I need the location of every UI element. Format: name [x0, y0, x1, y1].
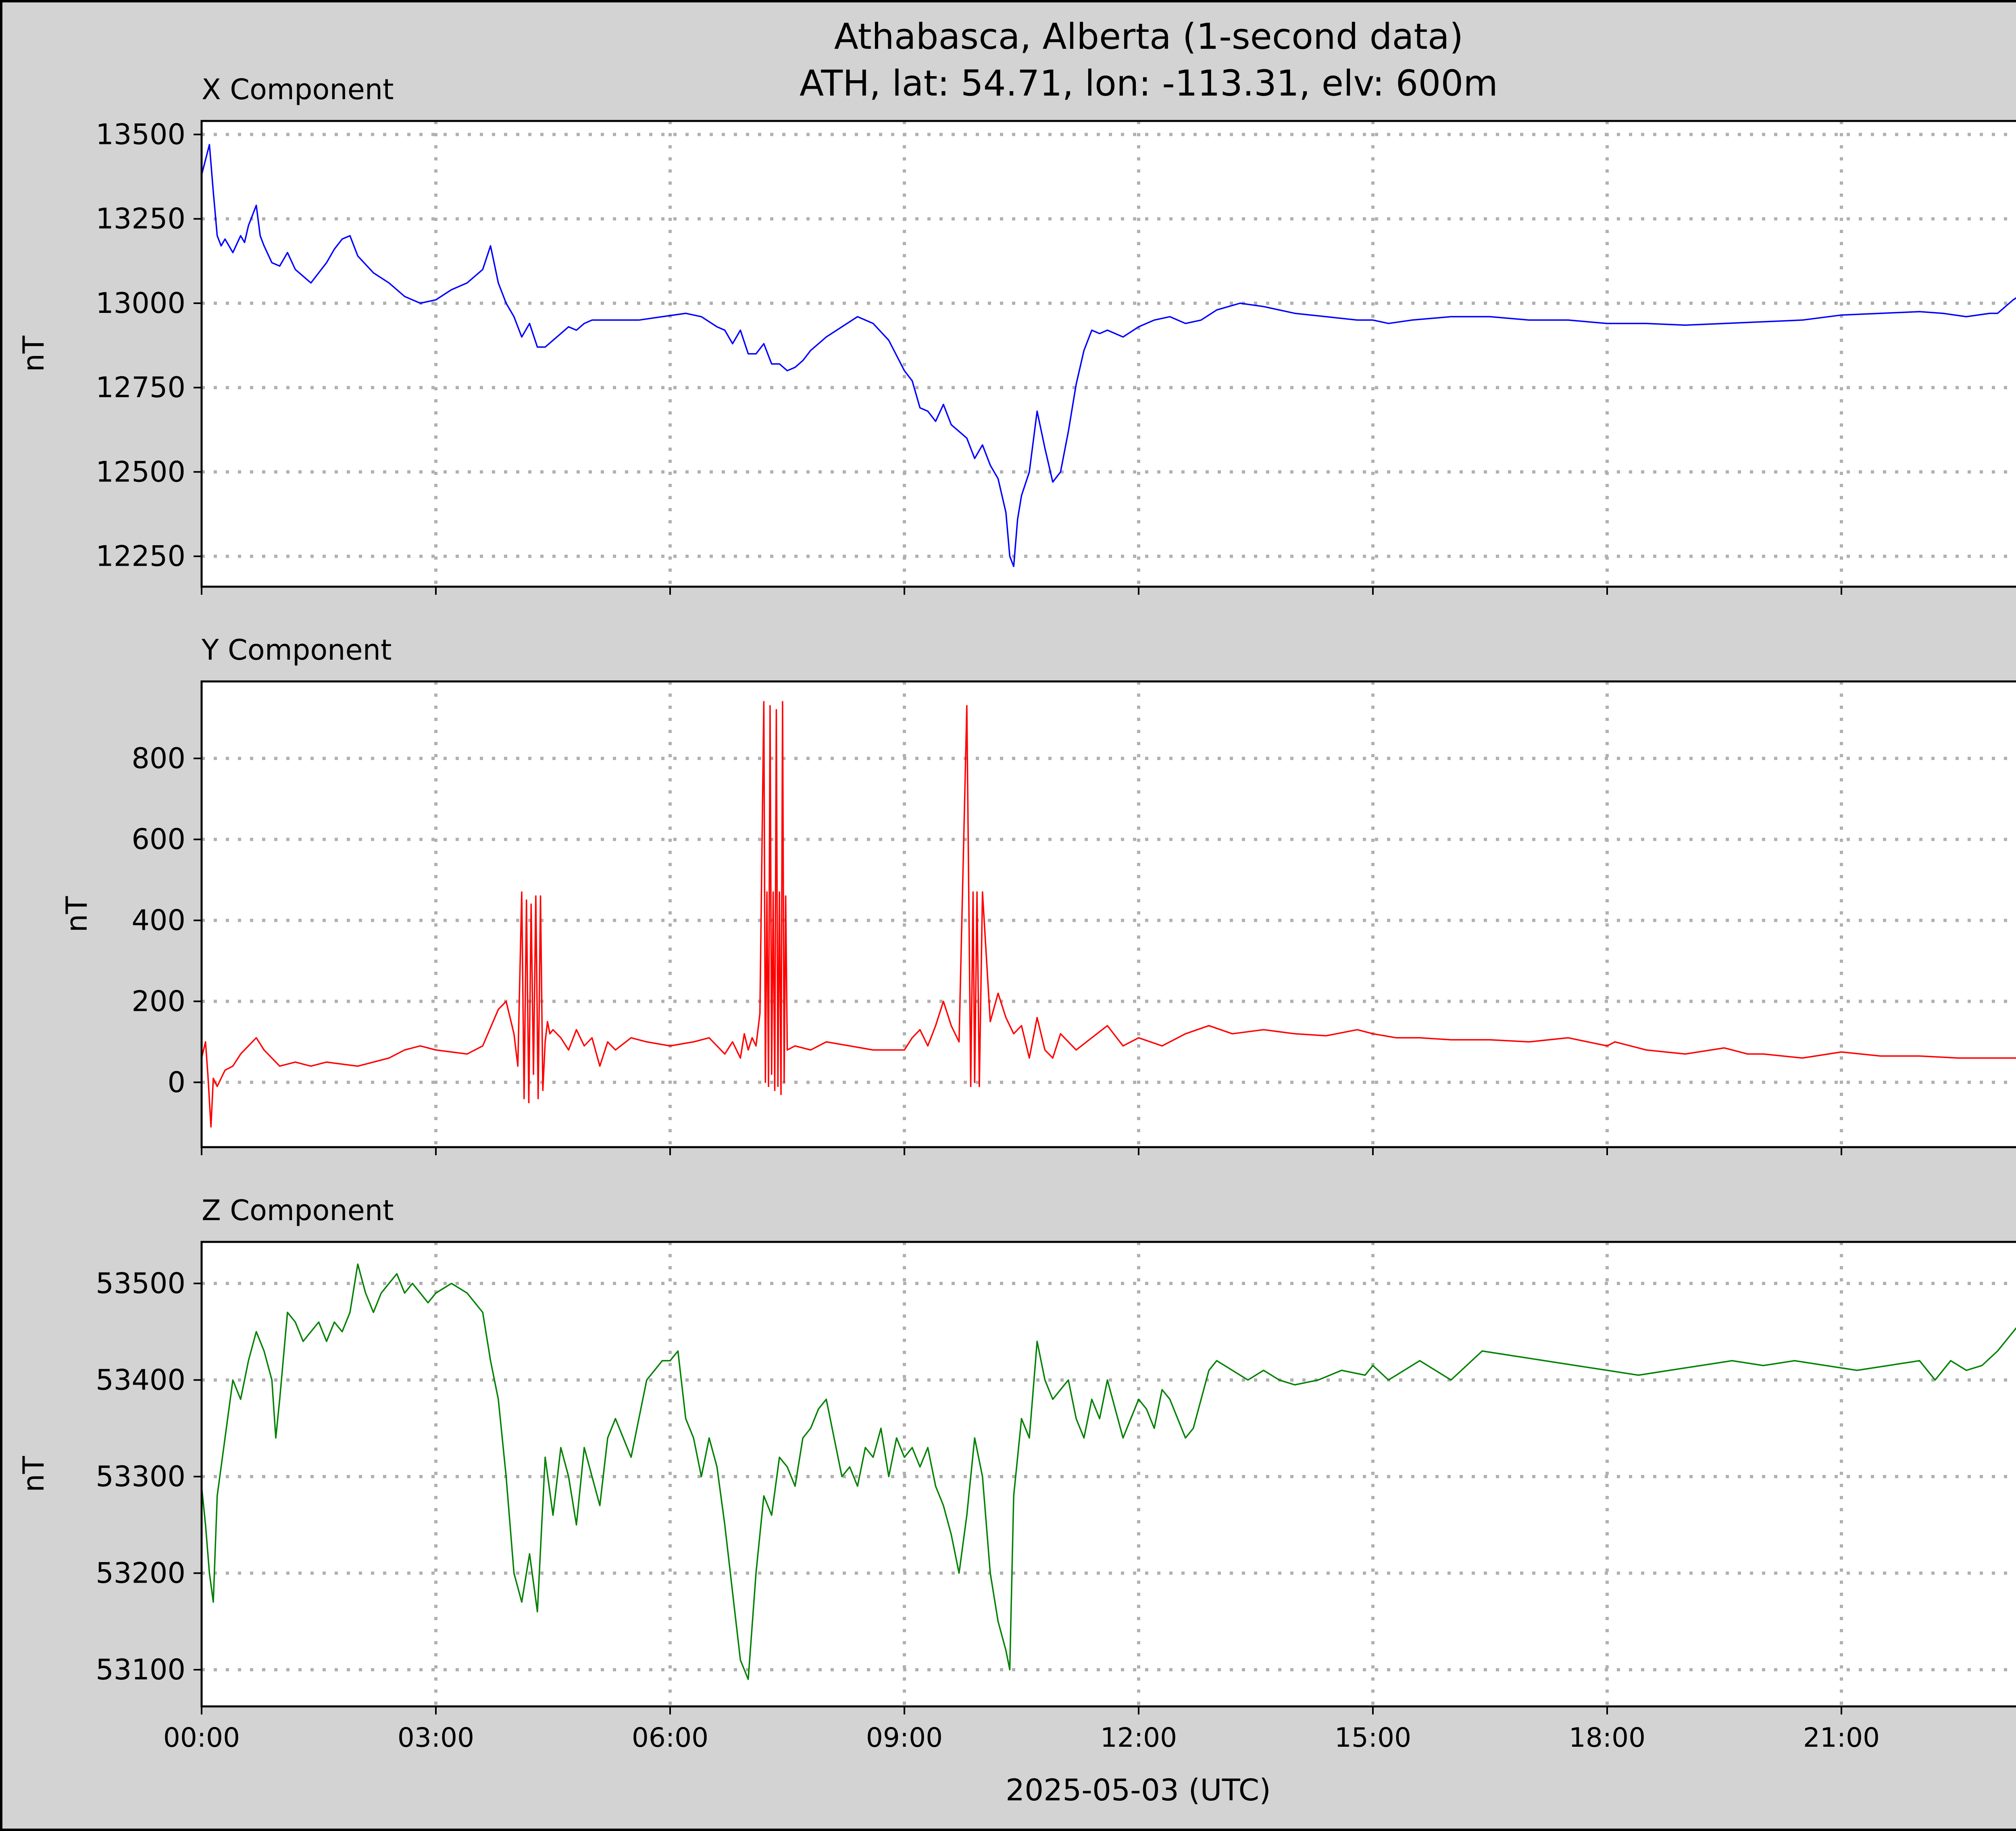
x-y-tick-label: 12250: [96, 540, 185, 573]
z-y-tick-label: 53400: [96, 1363, 185, 1396]
z-y-tick-label: 53200: [96, 1556, 185, 1589]
x-axes-frame: [200, 120, 2016, 588]
y-plot-area: [202, 681, 2016, 1147]
z-component-panel: 00:00 03:00 06:00 09:00 12:00 15:00 18:00 21:00…: [17, 1194, 2016, 1753]
y-y-axis-label: nT: [60, 896, 94, 933]
x-axis-label: 2025-05-03 (UTC): [1006, 1773, 1271, 1808]
x-tick-label: 09:00: [866, 1722, 943, 1753]
x-y-tick-label: 13500: [96, 118, 185, 151]
y-y-tick-label: 400: [131, 904, 185, 937]
z-y-tick-label: 53500: [96, 1267, 185, 1300]
y-component-panel: 0 200 400 600 800 Y Component nT: [60, 633, 2016, 1155]
y-y-tick-label: 200: [131, 985, 185, 1018]
z-y-tick-label: 53300: [96, 1460, 185, 1493]
x-plot-area: [202, 121, 2016, 587]
x-tick-label: 12:00: [1100, 1722, 1177, 1753]
z-component-title: Z Component: [202, 1194, 394, 1227]
y-axes-frame: [200, 680, 2016, 1148]
x-tick-label: 18:00: [1569, 1722, 1645, 1753]
figure-title-line2: ATH, lat: 54.71, lon: -113.31, elv: 600m: [800, 62, 1498, 104]
z-y-tick-label: 53100: [96, 1653, 185, 1686]
x-y-tick-label: 12750: [96, 371, 185, 404]
y-y-tick-label: 600: [131, 823, 185, 856]
x-tick-label: 21:00: [1803, 1722, 1880, 1753]
x-component-title: X Component: [202, 73, 394, 106]
y-y-tick-label: 0: [167, 1066, 185, 1099]
y-component-title: Y Component: [201, 633, 392, 667]
z-y-axis-label: nT: [17, 1456, 50, 1492]
z-plot-area: [202, 1242, 2016, 1706]
x-tick-label: 03:00: [398, 1722, 474, 1753]
z-axes-frame: [200, 1241, 2016, 1708]
x-tick-label: 15:00: [1335, 1722, 1411, 1753]
x-component-series-line: [201, 144, 2016, 567]
figure-title-line1: Athabasca, Alberta (1-second data): [834, 16, 1463, 57]
x-tick-label: 00:00: [163, 1722, 240, 1753]
x-y-tick-label: 13250: [96, 202, 185, 235]
z-component-series-line: [201, 1263, 2016, 1680]
x-y-tick-label: 12500: [96, 455, 185, 488]
x-component-panel: 12250 12500 12750 13000 13250 13500 X Componen…: [17, 73, 2016, 595]
x-tick-label: 06:00: [632, 1722, 708, 1753]
y-y-tick-label: 800: [131, 742, 185, 775]
x-y-tick-label: 13000: [96, 287, 185, 320]
y-component-series-line: [201, 701, 2016, 1128]
x-y-axis-label: nT: [17, 335, 50, 372]
